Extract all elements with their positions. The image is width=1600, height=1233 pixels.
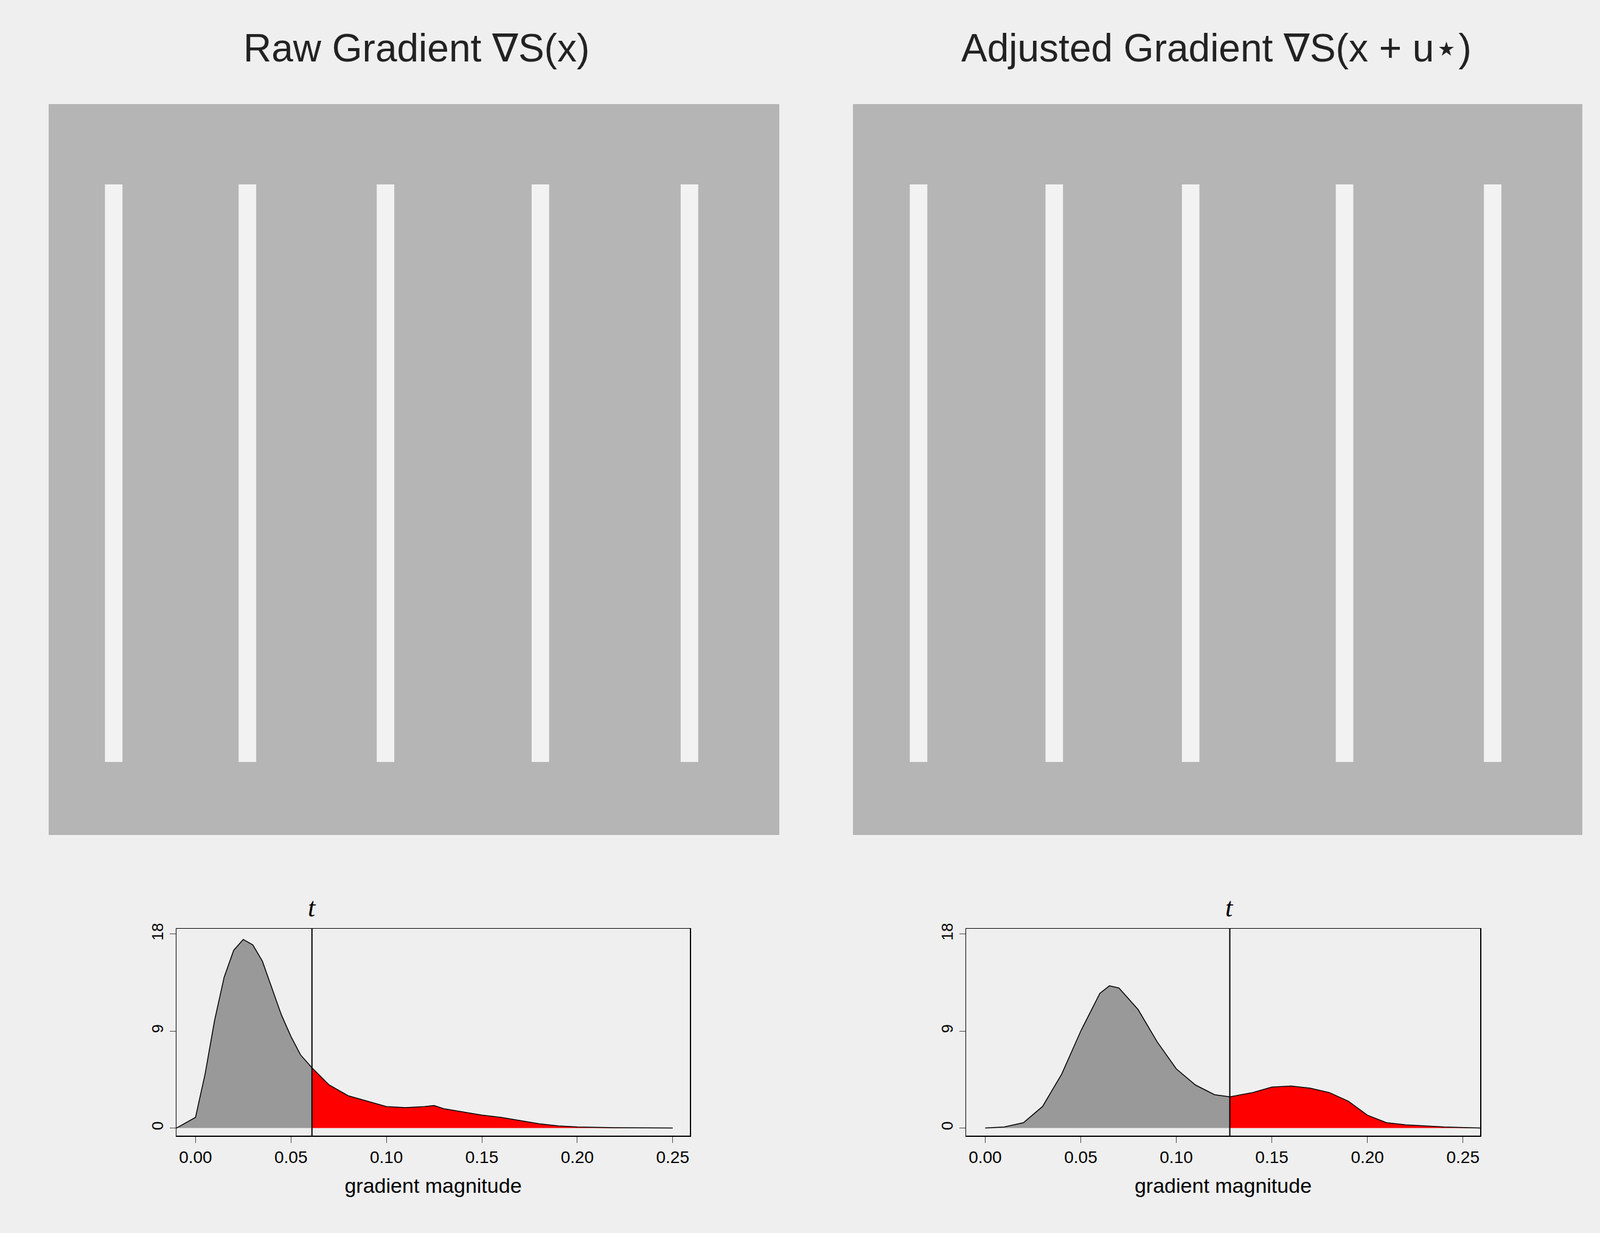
svg-text:0: 0: [938, 1120, 957, 1130]
svg-text:0.15: 0.15: [465, 1147, 499, 1167]
svg-text:18: 18: [148, 922, 167, 940]
svg-text:9: 9: [938, 1023, 957, 1033]
svg-text:0.25: 0.25: [656, 1147, 690, 1167]
svg-text:t: t: [1225, 892, 1234, 923]
svg-text:Adjusted Gradient ∇S(x + u⋆): Adjusted Gradient ∇S(x + u⋆): [961, 26, 1472, 70]
svg-text:0.20: 0.20: [560, 1147, 595, 1167]
svg-text:0.20: 0.20: [1350, 1147, 1385, 1167]
svg-text:0.05: 0.05: [1064, 1147, 1098, 1167]
svg-text:0.10: 0.10: [1159, 1147, 1194, 1167]
svg-text:0: 0: [148, 1120, 167, 1130]
svg-text:18: 18: [938, 922, 957, 940]
svg-text:0.25: 0.25: [1446, 1147, 1480, 1167]
svg-text:gradient magnitude: gradient magnitude: [1134, 1173, 1312, 1197]
svg-text:0.00: 0.00: [968, 1147, 1002, 1167]
svg-text:Raw Gradient ∇S(x): Raw Gradient ∇S(x): [243, 26, 590, 70]
svg-text:gradient magnitude: gradient magnitude: [344, 1173, 522, 1197]
svg-text:9: 9: [148, 1023, 167, 1033]
svg-text:0.10: 0.10: [369, 1147, 404, 1167]
svg-text:t: t: [307, 892, 317, 923]
svg-text:0.05: 0.05: [274, 1147, 308, 1167]
svg-text:0.00: 0.00: [178, 1147, 213, 1167]
svg-text:0.15: 0.15: [1255, 1147, 1289, 1167]
